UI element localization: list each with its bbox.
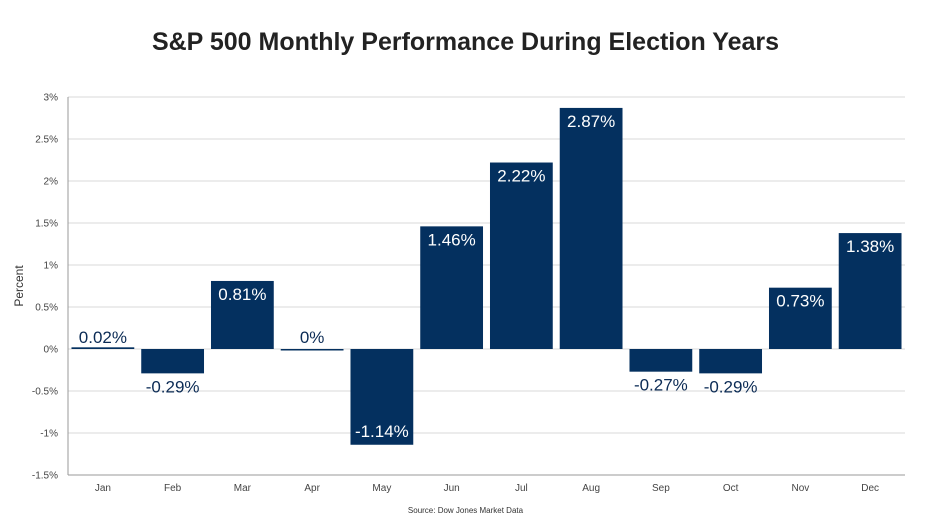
y-tick-label: 2.5%	[35, 135, 58, 146]
x-tick-label: Aug	[582, 483, 600, 494]
x-tick-label: Jan	[95, 483, 111, 494]
x-tick-label: Jul	[515, 483, 528, 494]
x-tick-label: May	[372, 483, 391, 494]
data-label: -0.29%	[146, 377, 200, 396]
bar-may	[350, 349, 414, 445]
axes: 3% 2.5% 2% 1.5% 1% 0.5% 0% -0.5% -1% -1.5% Jan Feb M…	[32, 93, 905, 494]
data-label: -1.14%	[355, 422, 409, 441]
y-tick-label: 2%	[44, 177, 59, 188]
y-tick-label: 3%	[44, 93, 59, 104]
y-tick-label: 1%	[44, 261, 59, 272]
bar-jun	[420, 226, 484, 349]
x-tick-label: Mar	[234, 483, 252, 494]
data-label: 0.73%	[776, 292, 824, 311]
bar-nov	[768, 287, 832, 349]
data-label: -0.27%	[634, 376, 688, 395]
data-label: 1.46%	[428, 230, 476, 249]
bar-oct	[699, 349, 763, 374]
bar-dec	[838, 233, 902, 349]
y-tick-label: 0.5%	[35, 303, 58, 314]
x-tick-label: Dec	[861, 483, 879, 494]
x-tick-label: Apr	[304, 483, 320, 494]
gridlines	[68, 96, 905, 476]
data-label: 2.22%	[497, 167, 545, 186]
data-label: 0%	[300, 328, 325, 347]
bar-feb	[141, 349, 205, 374]
x-tick-label: Oct	[723, 483, 739, 494]
data-label: -0.29%	[704, 377, 758, 396]
bar-jan	[71, 347, 135, 349]
y-tick-label: 0%	[44, 345, 59, 356]
bar-sep	[629, 349, 693, 372]
y-tick-label: -1%	[40, 429, 58, 440]
bars	[71, 107, 902, 445]
chart-title: S&P 500 Monthly Performance During Elect…	[151, 28, 780, 56]
bar-apr	[280, 349, 344, 351]
y-tick-label: 1.5%	[35, 219, 58, 230]
source-note: Source: Dow Jones Market Data	[407, 506, 524, 515]
bar-aug	[559, 107, 623, 349]
y-tick-label: -1.5%	[32, 471, 58, 482]
x-tick-label: Feb	[164, 483, 182, 494]
x-tick-label: Jun	[444, 483, 460, 494]
data-label: 1.38%	[846, 237, 894, 256]
data-labels: 0.02% -0.29% 0.81% 0% -1.14% 1.46% 2.22% 2.87% -…	[79, 112, 894, 441]
bar-jul	[489, 162, 553, 349]
x-tick-label: Nov	[791, 483, 809, 494]
bar-mar	[210, 280, 274, 349]
data-label: 0.02%	[79, 328, 127, 347]
data-label: 2.87%	[567, 112, 615, 131]
data-label: 0.81%	[218, 285, 266, 304]
y-axis-label: Percent	[12, 265, 26, 307]
x-tick-label: Sep	[652, 483, 670, 494]
y-tick-label: -0.5%	[32, 387, 58, 398]
